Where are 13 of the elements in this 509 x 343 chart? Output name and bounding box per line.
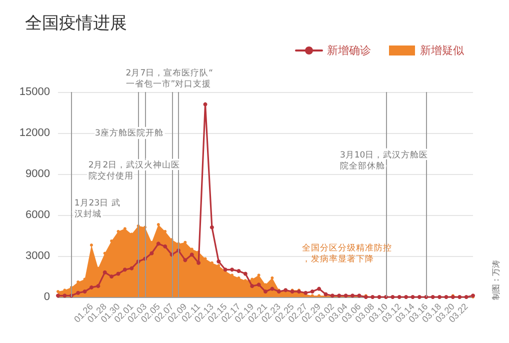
y-tick-label: 6000 — [26, 209, 50, 221]
annotation: 全国分区分级精准防控，发病率显著下降 — [302, 242, 392, 264]
chart-title: 全国疫情进展 — [25, 14, 127, 34]
text: 制图：万涛 — [492, 260, 500, 300]
ref-line-label: 2月7日，宣布医疗队“一省包一市”对口支援 — [126, 68, 214, 90]
y-tick-label: 12000 — [19, 127, 50, 139]
y-tick-label: 9000 — [26, 168, 50, 180]
y-tick-label: 0 — [44, 291, 50, 303]
legend-label: 新增疑似 — [420, 44, 464, 57]
y-tick-label: 15000 — [19, 86, 50, 98]
ref-line-label: 1月23日 武汉封城 — [74, 198, 120, 220]
legend-label: 新增确诊 — [327, 44, 371, 57]
y-tick-label: 3000 — [26, 250, 50, 262]
